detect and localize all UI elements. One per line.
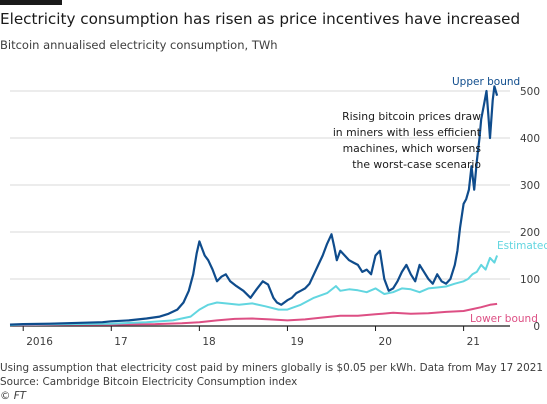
y-tick-label-400: 400	[520, 133, 540, 145]
y-tick-label-0: 0	[533, 321, 540, 333]
line-chart: 0 100 200 300 400 500 2016 17 18 19 20 21 Upper boun…	[9, 76, 547, 348]
chart-title: Electricity consumption has risen as pri…	[0, 10, 521, 28]
source-note: Source: Cambridge Bitcoin Electricity Co…	[0, 376, 298, 388]
series-label-lower-bound: Lower bound	[470, 313, 538, 325]
y-tick-label-500: 500	[520, 86, 540, 98]
footnote: Using assumption that electricity cost p…	[0, 362, 543, 374]
x-tick-label-21: 21	[467, 336, 480, 348]
series-label-estimated: Estimated	[497, 240, 547, 252]
series-line-lower-bound	[10, 302, 498, 327]
series-label-upper-bound: Upper bound	[452, 76, 520, 88]
copyright: © FT	[0, 390, 27, 402]
ft-accent-bar	[0, 0, 62, 5]
annotation-line-3: machines, which worsens	[343, 142, 482, 155]
x-tick-label-18: 18	[202, 336, 215, 348]
chart-subtitle: Bitcoin annualised electricity consumpti…	[0, 38, 278, 52]
x-tick-label-2016: 2016	[26, 336, 53, 348]
y-tick-label-100: 100	[520, 274, 540, 286]
x-tick-label-19: 19	[290, 336, 303, 348]
annotation-line-1: Rising bitcoin prices draw	[342, 110, 481, 123]
series-line-upper-bound	[9, 85, 499, 326]
annotation-line-4: the worst-case scenario	[352, 158, 481, 171]
annotation-line-2: in miners with less efficient	[333, 126, 481, 139]
x-tick-label-17: 17	[114, 336, 127, 348]
series-line-estimated	[9, 255, 499, 327]
y-tick-label-200: 200	[520, 227, 540, 239]
y-tick-label-300: 300	[520, 180, 540, 192]
x-tick-label-20: 20	[379, 336, 392, 348]
